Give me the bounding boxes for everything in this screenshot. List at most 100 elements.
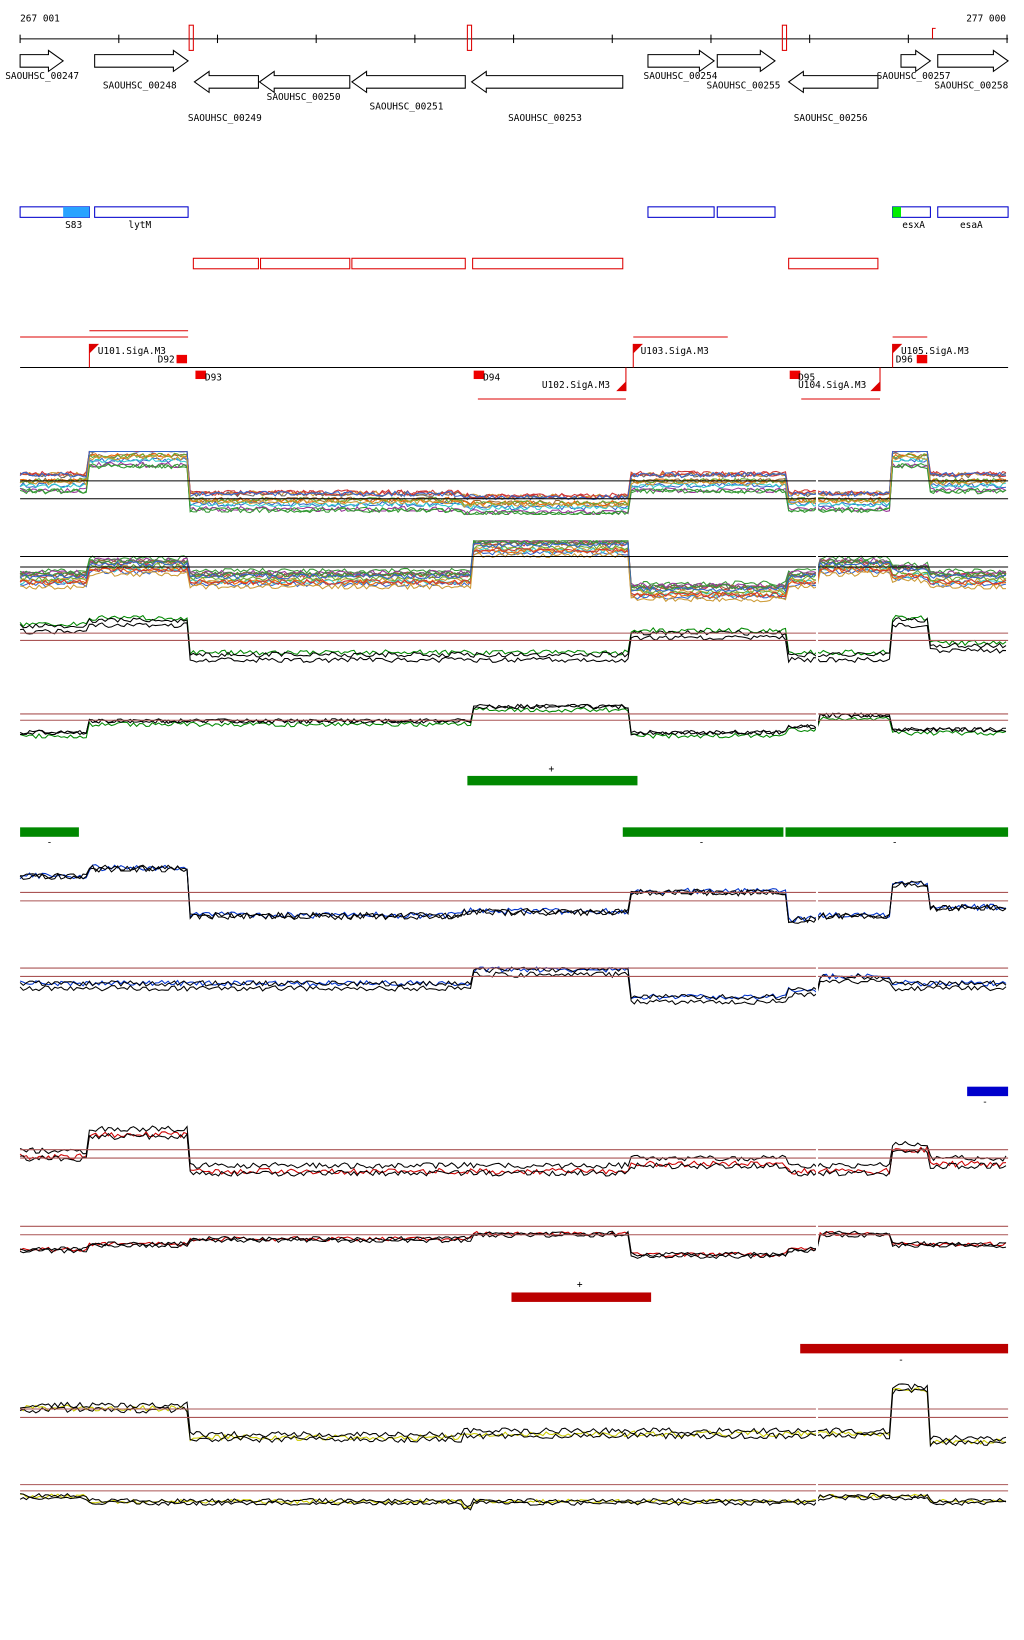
trace xyxy=(19,457,1007,511)
strand-label: - xyxy=(892,838,898,849)
trace xyxy=(19,1130,1007,1176)
track-panel xyxy=(19,855,1009,935)
feature-label: esaA xyxy=(960,220,983,231)
strand-label: + xyxy=(549,764,555,775)
promoter-label: D95 xyxy=(798,372,815,383)
gene-arrow xyxy=(937,49,1009,73)
ruler-marker xyxy=(188,24,194,51)
strand-bar xyxy=(785,827,1009,837)
promoter-flag xyxy=(632,343,643,368)
operon-box xyxy=(192,257,259,270)
strand-label: + xyxy=(577,1280,583,1291)
promoter-label: D93 xyxy=(205,372,222,383)
trace xyxy=(19,539,1007,591)
trace xyxy=(19,1388,1007,1448)
track-panel xyxy=(19,1475,1009,1528)
terminator xyxy=(195,370,206,380)
trace xyxy=(19,617,1007,658)
gene-label: SAOUHSC_00256 xyxy=(794,113,868,124)
trace xyxy=(19,1125,1007,1170)
strand-bar xyxy=(467,775,638,786)
trace xyxy=(19,454,1007,508)
operon-box xyxy=(351,257,466,270)
gene-label: SAOUHSC_00250 xyxy=(267,92,341,103)
feature-box xyxy=(937,206,1009,218)
trace xyxy=(19,463,1007,516)
gene-label: SAOUHSC_00249 xyxy=(188,113,262,124)
trace xyxy=(19,540,1007,591)
gene-label: SAOUHSC_00257 xyxy=(877,71,951,82)
track-panel xyxy=(19,1380,1009,1455)
trace xyxy=(20,551,1007,603)
gene-arrow xyxy=(258,70,351,94)
feature-fill xyxy=(63,206,90,218)
strand-bar xyxy=(622,827,784,837)
trace xyxy=(19,547,1007,598)
trace xyxy=(20,547,1007,599)
promoter-label: D92 xyxy=(158,355,175,366)
promoter-label: U105.SigA.M3 xyxy=(901,346,969,357)
feature-box xyxy=(647,206,715,218)
strand-label: - xyxy=(47,838,53,849)
feature-label: lytM xyxy=(128,220,151,231)
gene-arrow xyxy=(19,49,65,73)
promoter-label: U104.SigA.M3 xyxy=(798,380,866,391)
gene-label: SAOUHSC_00258 xyxy=(934,81,1008,92)
track-panel xyxy=(19,698,1009,756)
trace xyxy=(20,1132,1007,1177)
trace xyxy=(19,1495,1007,1511)
feature-fill xyxy=(892,206,902,218)
gene-arrow xyxy=(716,49,776,73)
trace xyxy=(20,1492,1007,1508)
promoter-label: U102.SigA.M3 xyxy=(542,380,610,391)
gene-arrow xyxy=(647,49,716,73)
trace xyxy=(20,1383,1007,1442)
gene-label: SAOUHSC_00255 xyxy=(707,81,781,92)
feature-box xyxy=(716,206,776,218)
track-panel xyxy=(19,1118,1009,1192)
gene-label: SAOUHSC_00253 xyxy=(508,113,582,124)
feature-label: esxA xyxy=(902,220,925,231)
gene-label: SAOUHSC_00248 xyxy=(103,81,177,92)
feature-label: S83 xyxy=(65,220,82,231)
terminator xyxy=(916,354,928,364)
trace xyxy=(19,706,1007,740)
track-panel xyxy=(19,950,1009,1019)
strand-label: - xyxy=(898,1355,904,1366)
trace xyxy=(19,1232,1007,1260)
gene-label: SAOUHSC_00254 xyxy=(644,71,718,82)
ruler-marker xyxy=(781,24,788,51)
promoter-flag xyxy=(616,367,627,392)
trace xyxy=(19,1230,1007,1258)
gene-label: SAOUHSC_00251 xyxy=(370,102,444,113)
promoter-flag xyxy=(892,343,903,368)
track-panel xyxy=(19,539,1009,604)
gene-arrow xyxy=(900,49,932,73)
gene-arrow xyxy=(193,70,259,94)
track-panel xyxy=(19,1217,1009,1271)
promoter-flag xyxy=(88,343,100,368)
gene-label: SAOUHSC_00247 xyxy=(5,71,79,82)
strand-bar xyxy=(511,1292,652,1302)
trace xyxy=(19,614,1007,656)
promoter-label: U101.SigA.M3 xyxy=(98,346,166,357)
strand-label: - xyxy=(982,1097,988,1108)
strand-bar xyxy=(967,1086,1009,1097)
gene-arrow xyxy=(470,70,624,94)
trace xyxy=(19,450,1006,501)
trace xyxy=(19,864,1007,923)
strand-label: - xyxy=(699,838,705,849)
terminator xyxy=(789,370,801,380)
operon-box xyxy=(788,257,879,270)
operon-box xyxy=(472,257,624,270)
strand-bar xyxy=(800,1343,1009,1354)
trace xyxy=(20,864,1007,924)
terminator xyxy=(176,354,188,364)
strand-bar xyxy=(20,827,79,837)
promoter-label: U103.SigA.M3 xyxy=(641,346,709,357)
gene-arrow xyxy=(350,70,466,94)
promoter-flag xyxy=(870,367,881,392)
gene-arrow xyxy=(787,70,879,94)
promoter-label: D94 xyxy=(483,372,500,383)
